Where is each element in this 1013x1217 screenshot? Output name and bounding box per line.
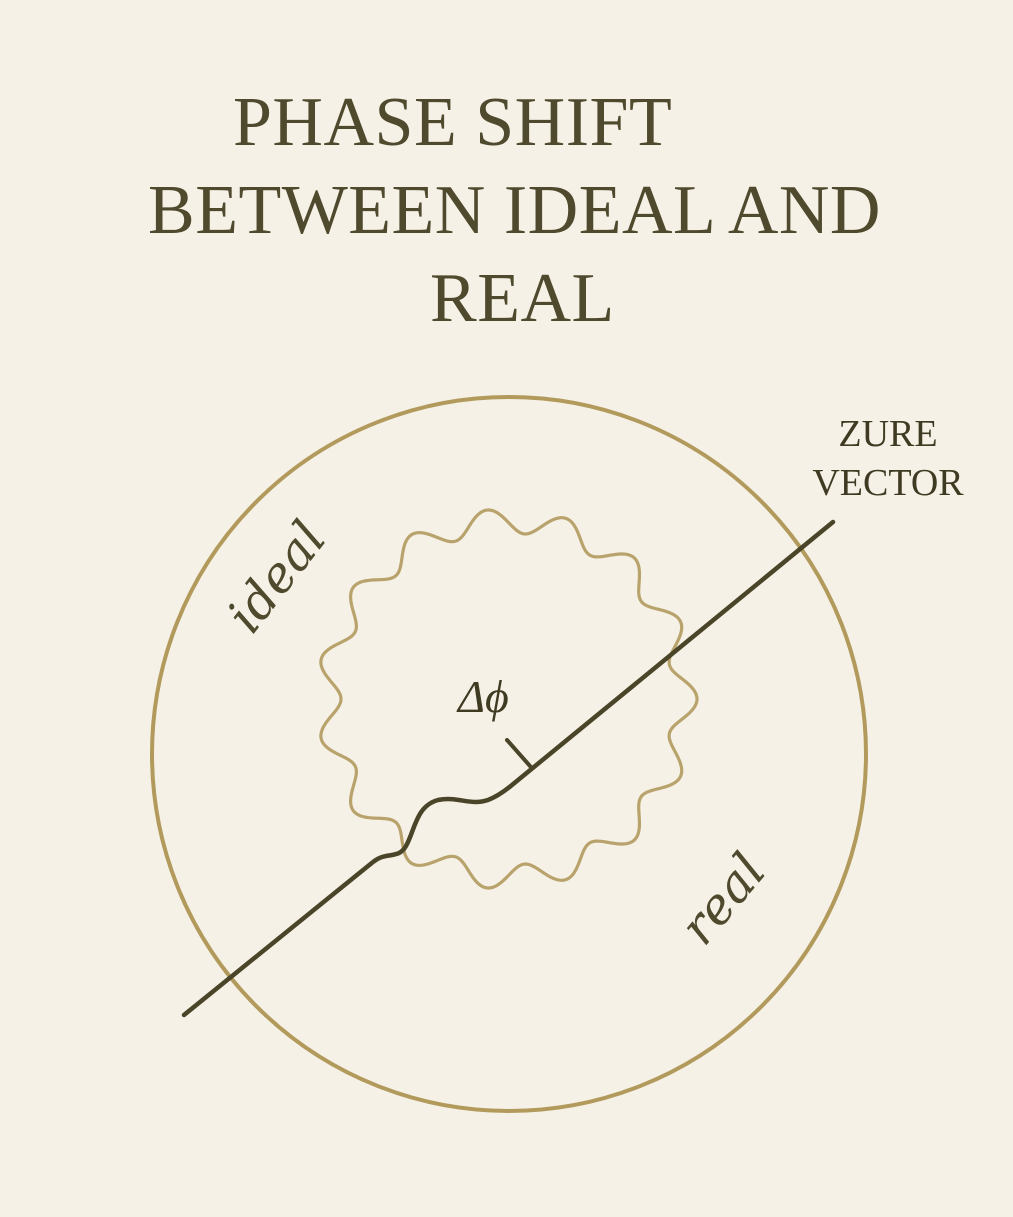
real-wavy-curve: [319, 508, 699, 890]
vector-label-line-2: VECTOR: [812, 462, 964, 504]
real-label: real: [669, 842, 777, 955]
title-line-1: PHASE SHIFT: [233, 84, 673, 161]
ideal-circle: [150, 395, 868, 1113]
diagram-title: PHASE SHIFT BETWEEN IDEAL AND REAL: [0, 0, 1013, 340]
phase-vector-line: [181, 519, 836, 1018]
delta-phi-label: Δϕ: [456, 671, 509, 722]
title-line-3: REAL: [430, 260, 615, 337]
phase-tick-mark: [505, 738, 532, 768]
ideal-label: ideal: [216, 510, 338, 643]
vector-label-line-1: ZURE: [838, 413, 937, 455]
title-line-2: BETWEEN IDEAL AND: [148, 172, 881, 249]
